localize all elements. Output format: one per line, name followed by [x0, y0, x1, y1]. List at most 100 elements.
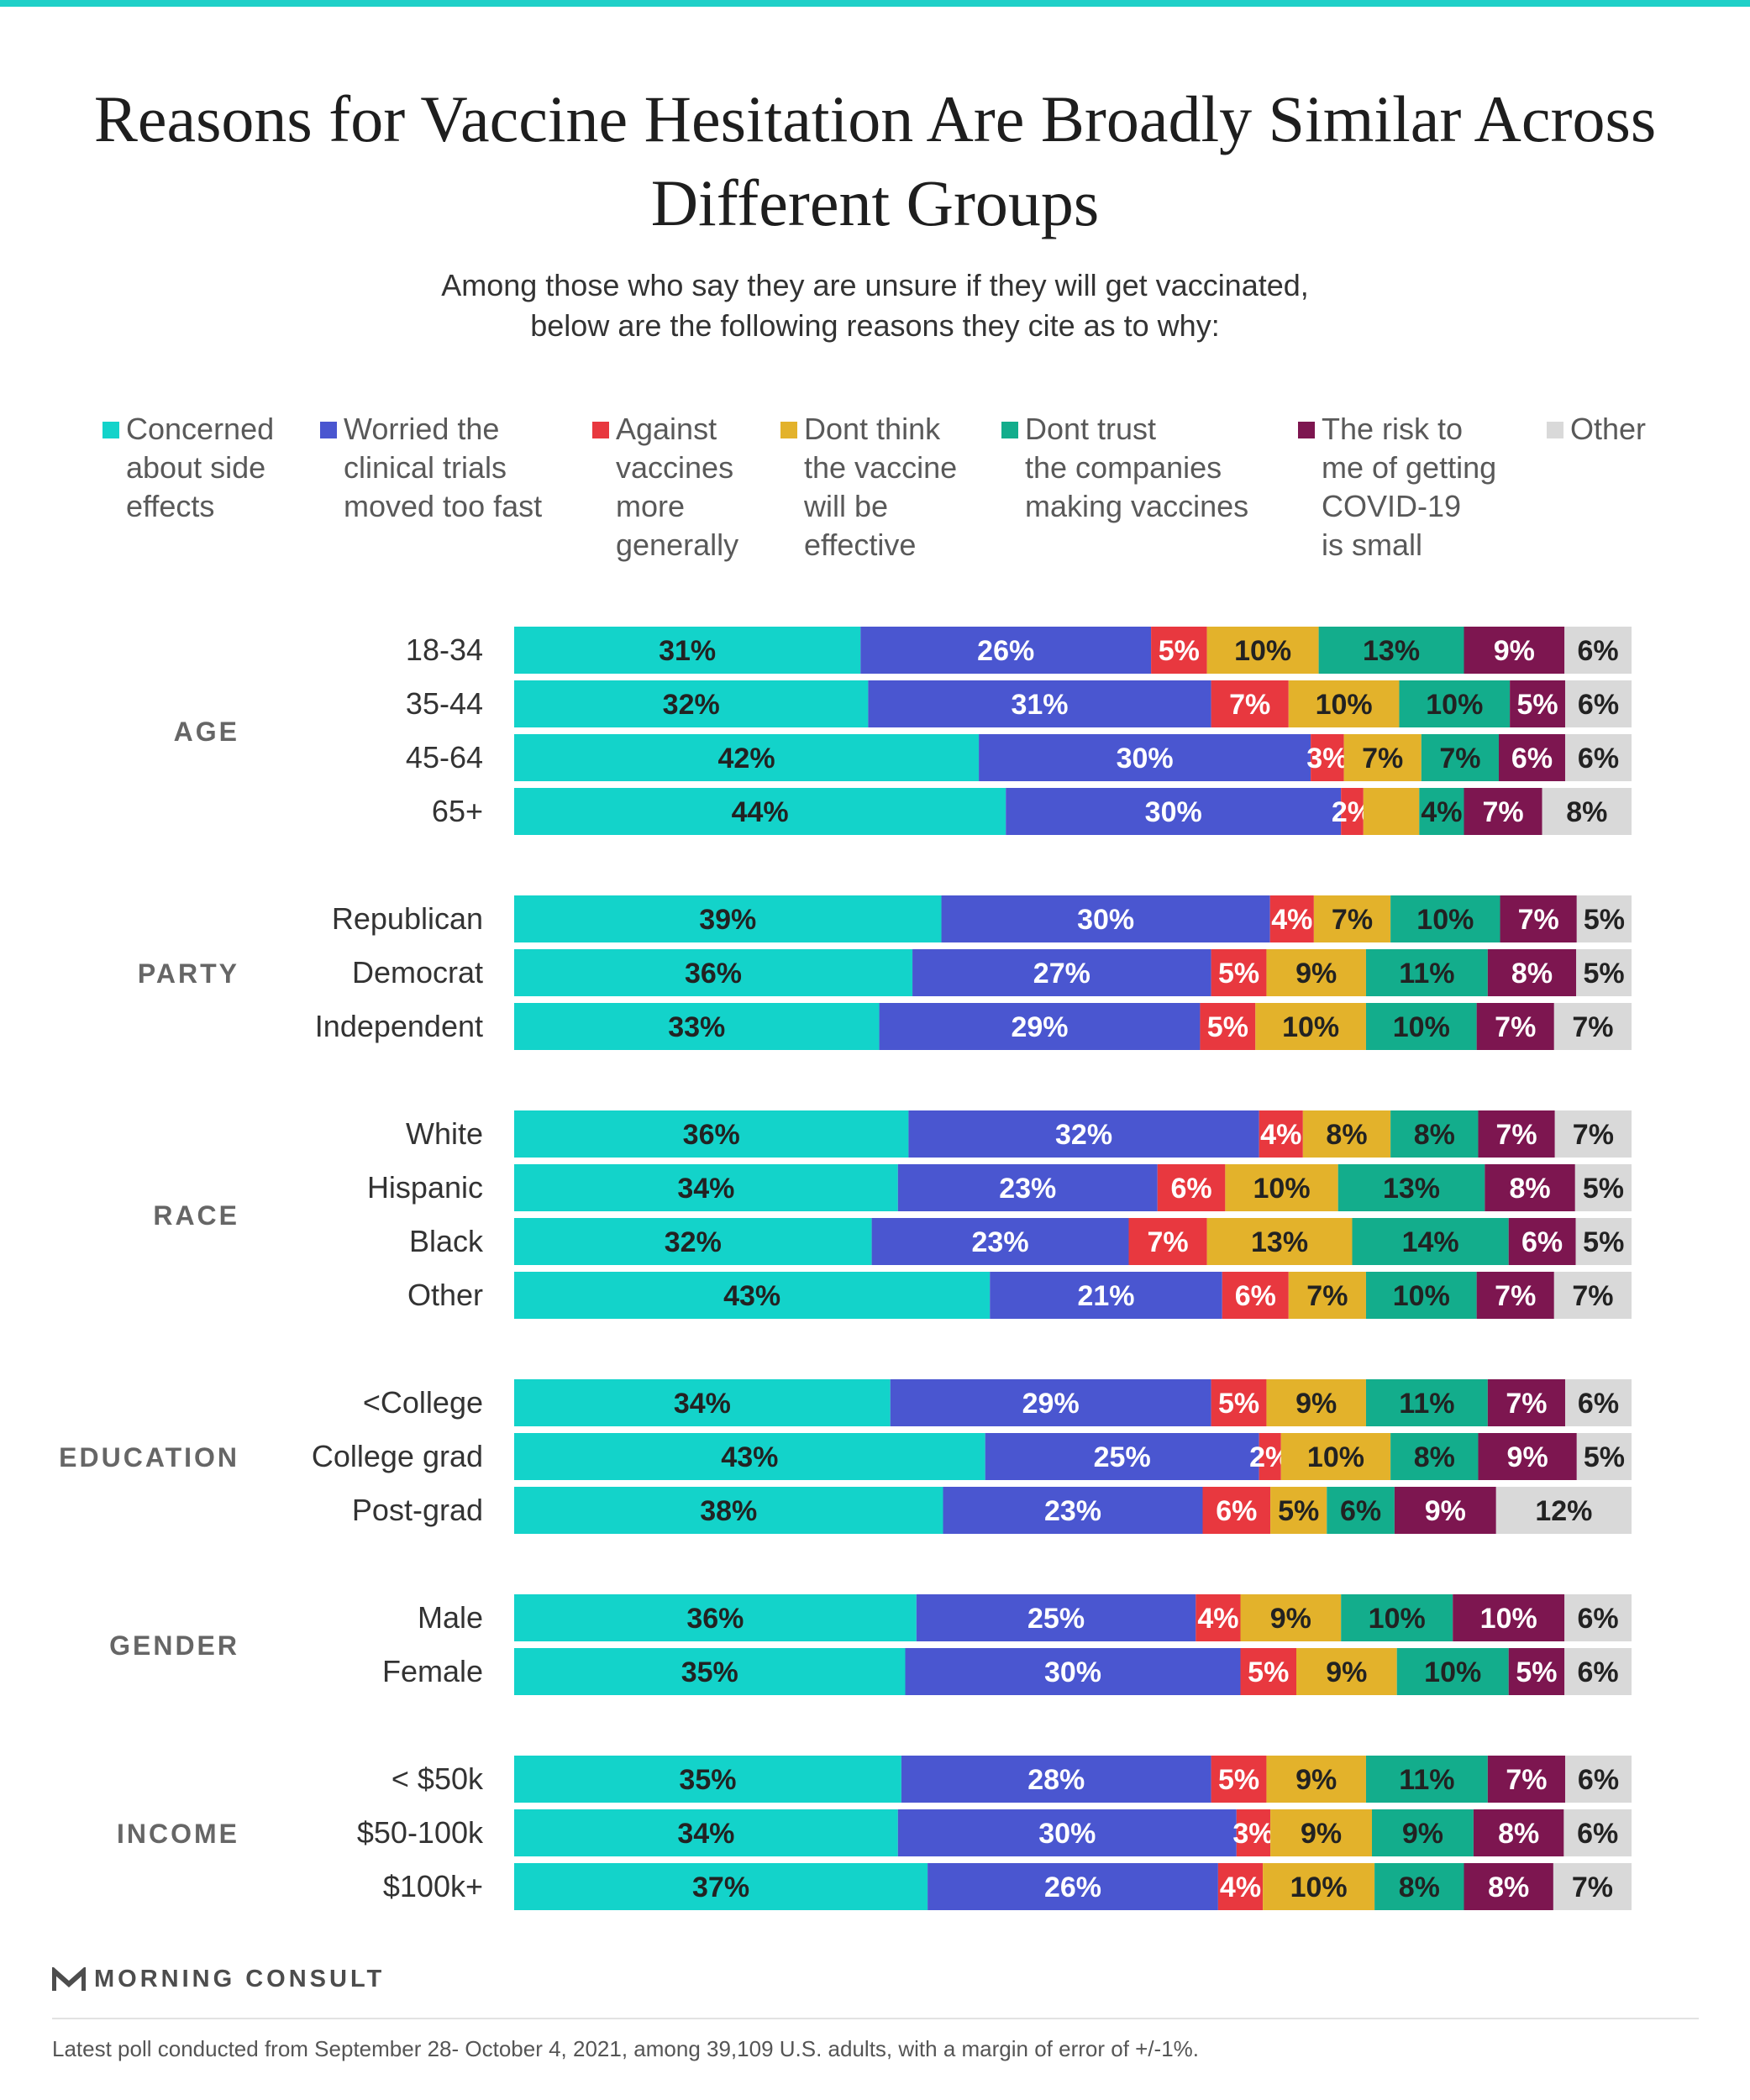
- bar-segment: [1313, 895, 1391, 942]
- data-label: 12%: [1535, 1495, 1592, 1527]
- data-label: 9%: [1270, 1603, 1311, 1635]
- legend-swatch: [102, 422, 119, 438]
- data-label: 13%: [1251, 1226, 1308, 1258]
- data-label: 6%: [1578, 1656, 1619, 1688]
- bar-row: <College 34% 29% 5% 9% 11% 7% 6%: [363, 1379, 1632, 1426]
- data-label: 32%: [1055, 1119, 1112, 1151]
- data-label: 7%: [1573, 1119, 1614, 1151]
- data-label: 7%: [1572, 1011, 1613, 1043]
- bar-segment: [1211, 949, 1267, 996]
- bar-segment: [1206, 1218, 1353, 1265]
- data-label: 6%: [1578, 1388, 1619, 1420]
- bar-segment: [860, 627, 1152, 674]
- data-label: 10%: [1234, 635, 1291, 667]
- data-label: 25%: [1094, 1441, 1151, 1473]
- bar-row: 45-64 42% 30% 3% 7% 7% 6% 6%: [406, 734, 1632, 781]
- bar-segment: [1554, 1110, 1632, 1158]
- data-label: 4%: [1220, 1872, 1261, 1903]
- data-label: 9%: [1295, 958, 1337, 990]
- data-label: 8%: [1414, 1119, 1455, 1151]
- bar-segment: [990, 1272, 1222, 1319]
- bar-segment: [1563, 1809, 1632, 1856]
- data-label: 30%: [1038, 1818, 1096, 1850]
- data-label: 10%: [1393, 1280, 1450, 1312]
- bar-segment: [1495, 1487, 1632, 1534]
- data-label: 10%: [1393, 1011, 1450, 1043]
- bar-segment: [1365, 1379, 1488, 1426]
- bar-segment: [514, 1003, 880, 1050]
- data-label: 7%: [1495, 1011, 1536, 1043]
- bar-segment: [1288, 680, 1400, 727]
- bar-segment: [1487, 949, 1577, 996]
- data-label: 8%: [1498, 1818, 1539, 1850]
- row-label: Other: [407, 1278, 483, 1312]
- legend-item-other: Other: [1547, 410, 1646, 449]
- data-label: 10%: [1426, 689, 1483, 721]
- data-label: 7%: [1506, 1764, 1547, 1796]
- footnote: Latest poll conducted from September 28-…: [52, 2036, 1200, 2061]
- bar-segment: [908, 1110, 1259, 1158]
- data-label: 5%: [1218, 958, 1259, 990]
- bar-segment: [514, 949, 913, 996]
- bar-segment: [1510, 680, 1565, 727]
- group-label: EDUCATION: [59, 1442, 239, 1473]
- data-label: 39%: [699, 904, 756, 936]
- data-label: 7%: [1332, 904, 1373, 936]
- bar-row: Black 32% 23% 7% 13% 14% 6% 5%: [409, 1218, 1632, 1265]
- morning-consult-logo-icon: [52, 1966, 86, 1991]
- data-label: 5%: [1207, 1011, 1248, 1043]
- bar-segment: [514, 1433, 985, 1480]
- data-label: 32%: [665, 1226, 722, 1258]
- row-label: $100k+: [383, 1869, 483, 1903]
- data-label: 7%: [1147, 1226, 1188, 1258]
- bar-row: Post-grad 38% 23% 6% 5% 6% 9% 12%: [352, 1487, 1632, 1534]
- bar-segment: [1259, 1433, 1281, 1480]
- data-label: 4%: [1421, 796, 1462, 828]
- bar-row: Female 35% 30% 5% 9% 10% 5% 6%: [382, 1648, 1632, 1695]
- data-label: 11%: [1399, 1388, 1454, 1420]
- data-label: 10%: [1416, 904, 1474, 936]
- bar-segment: [1476, 1003, 1554, 1050]
- bar-segment: [912, 949, 1211, 996]
- bar-row: Other 43% 21% 6% 7% 10% 7% 7%: [407, 1272, 1632, 1319]
- data-label: 36%: [685, 958, 742, 990]
- data-label: 6%: [1521, 1226, 1563, 1258]
- row-label: 35-44: [406, 686, 483, 721]
- data-label: 33%: [668, 1011, 725, 1043]
- bar-segment: [1564, 1594, 1632, 1641]
- data-label: 7%: [1518, 904, 1559, 936]
- data-label: 5%: [1278, 1495, 1319, 1527]
- bar-segment: [985, 1433, 1259, 1480]
- data-label: 5%: [1583, 1173, 1624, 1205]
- bar-segment: [1390, 1110, 1479, 1158]
- logo-text: MORNING CONSULT: [94, 1966, 386, 1992]
- data-label: 7%: [1482, 796, 1523, 828]
- bar-segment: [879, 1003, 1201, 1050]
- data-label: 8%: [1510, 1173, 1551, 1205]
- bar-segment: [1240, 1648, 1296, 1695]
- data-label: 10%: [1369, 1603, 1426, 1635]
- bar-row: < $50k 35% 28% 5% 9% 11% 7% 6%: [392, 1756, 1632, 1803]
- bar-segment: [1508, 1648, 1565, 1695]
- legend-item-risk-small: The risk to me of getting COVID-19 is sm…: [1298, 410, 1496, 564]
- data-label: 6%: [1235, 1280, 1276, 1312]
- data-label: 35%: [681, 1656, 738, 1688]
- bar-segment: [1464, 1863, 1553, 1910]
- footer-rule: [52, 2018, 1699, 2019]
- data-label: 10%: [1282, 1011, 1339, 1043]
- bar-segment: [1553, 1272, 1632, 1319]
- bar-segment: [1365, 949, 1488, 996]
- data-label: 9%: [1494, 635, 1535, 667]
- bar-segment: [1564, 627, 1632, 674]
- legend-swatch: [1001, 422, 1018, 438]
- row-label: <College: [363, 1385, 483, 1420]
- bar-segment: [1196, 1594, 1241, 1641]
- data-label: 29%: [1022, 1388, 1080, 1420]
- data-label: 7%: [1506, 1388, 1547, 1420]
- data-label: 6%: [1216, 1495, 1257, 1527]
- bar-segment: [901, 1756, 1211, 1803]
- legend-item-against-vaccines: Against vaccines more generally: [592, 410, 738, 564]
- bar-segment: [1311, 734, 1344, 781]
- bar-segment: [1259, 1110, 1303, 1158]
- data-label: 9%: [1326, 1656, 1367, 1688]
